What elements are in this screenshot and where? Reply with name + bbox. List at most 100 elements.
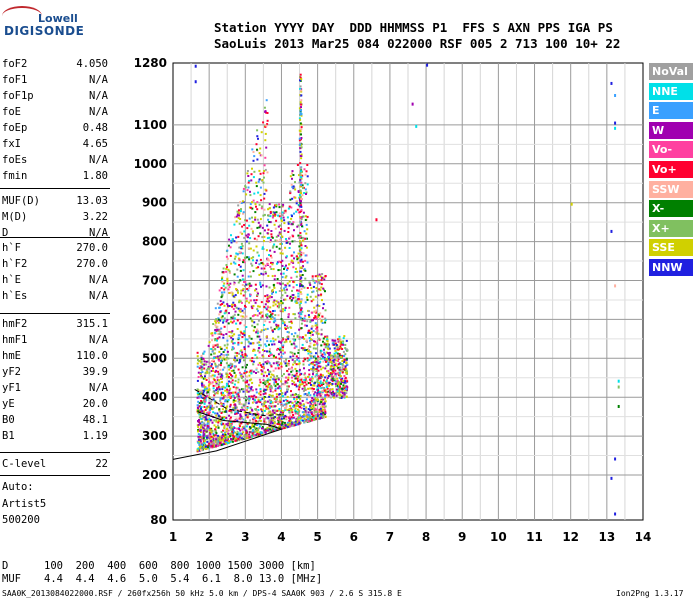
echo-point: [265, 308, 268, 311]
echo-point: [282, 352, 285, 355]
echo-point: [230, 377, 233, 380]
echo-point: [284, 307, 287, 309]
echo-point: [304, 259, 307, 262]
echo-point: [217, 383, 220, 386]
echo-point: [307, 375, 309, 378]
echo-point: [215, 420, 218, 423]
echo-point: [237, 217, 240, 220]
echo-point: [257, 319, 260, 322]
echo-point: [273, 343, 276, 346]
echo-point: [324, 317, 327, 320]
echo-point: [317, 388, 319, 391]
echo-point: [228, 433, 231, 436]
param-label: foF1: [2, 74, 28, 86]
echo-point: [271, 378, 274, 381]
echo-point: [301, 239, 304, 242]
echo-point: [271, 275, 274, 278]
echo-point: [272, 268, 275, 271]
param-label: hmE: [2, 350, 21, 362]
echo-point: [255, 266, 258, 269]
echo-point: [215, 417, 218, 420]
echo-point: [215, 426, 217, 429]
echo-point: [315, 280, 318, 283]
echo-point: [251, 201, 253, 204]
echo-point: [303, 407, 305, 410]
trace-line-solid: [172, 411, 284, 460]
echo-point: [257, 398, 260, 401]
echo-point: [227, 322, 230, 325]
echo-point: [219, 437, 222, 440]
echo-point: [212, 345, 215, 348]
echo-point: [224, 386, 227, 389]
echo-point: [259, 338, 262, 341]
echo-point: [294, 181, 296, 184]
echo-point: [204, 373, 207, 376]
echo-point: [331, 388, 334, 391]
echo-point: [199, 433, 202, 436]
echo-point: [323, 288, 325, 291]
echo-point: [230, 429, 233, 432]
echo-point: [267, 306, 270, 309]
echo-point: [225, 440, 228, 443]
echo-point: [256, 129, 259, 132]
echo-point: [252, 420, 255, 422]
echo-point: [220, 412, 223, 414]
echo-point: [263, 235, 266, 238]
echo-point: [206, 371, 209, 374]
echo-point: [304, 412, 307, 415]
echo-point: [278, 393, 281, 396]
echo-point: [320, 396, 323, 399]
echo-point: [292, 416, 295, 419]
echo-point: [308, 354, 311, 357]
echo-point: [214, 362, 217, 365]
echo-point: [309, 350, 312, 353]
echo-point: [264, 125, 267, 128]
echo-point: [220, 378, 222, 380]
echo-point: [250, 305, 253, 308]
echo-point: [248, 242, 251, 245]
echo-point: [240, 301, 243, 304]
echo-point: [312, 414, 315, 417]
echo-point: [290, 320, 293, 323]
echo-point: [299, 284, 302, 287]
echo-point: [299, 232, 302, 234]
echo-point: [207, 427, 210, 430]
echo-point: [315, 309, 318, 312]
echo-point: [253, 314, 256, 317]
echo-point: [296, 396, 299, 399]
echo-point: [233, 358, 236, 361]
echo-point: [196, 409, 199, 412]
echo-point: [218, 408, 221, 411]
echo-point: [265, 362, 268, 365]
echo-point: [218, 318, 220, 321]
echo-point: [301, 411, 304, 414]
param-row: foE N/A: [2, 106, 108, 120]
echo-point: [337, 386, 340, 388]
echo-point: [202, 431, 205, 434]
echo-point: [274, 213, 277, 216]
echo-point: [245, 434, 248, 437]
echo-point: [299, 241, 302, 244]
echo-point: [236, 433, 239, 436]
echo-point: [237, 281, 240, 284]
echo-point: [281, 392, 284, 395]
echo-point: [265, 429, 268, 432]
echo-point: [254, 283, 257, 286]
echo-point: [251, 148, 254, 151]
echo-point: [214, 384, 217, 387]
echo-point: [242, 261, 244, 264]
echo-point: [249, 342, 252, 345]
echo-point: [218, 350, 221, 353]
echo-point: [304, 378, 307, 381]
echo-point: [204, 419, 207, 422]
echo-point: [300, 90, 303, 93]
echo-point: [237, 337, 240, 340]
echo-point: [220, 374, 223, 377]
echo-point: [249, 427, 252, 430]
echo-point: [294, 271, 297, 273]
echo-point: [334, 354, 337, 357]
echo-point: [258, 312, 261, 315]
echo-point: [338, 390, 341, 393]
echo-point: [226, 424, 229, 427]
echo-point: [247, 181, 250, 184]
